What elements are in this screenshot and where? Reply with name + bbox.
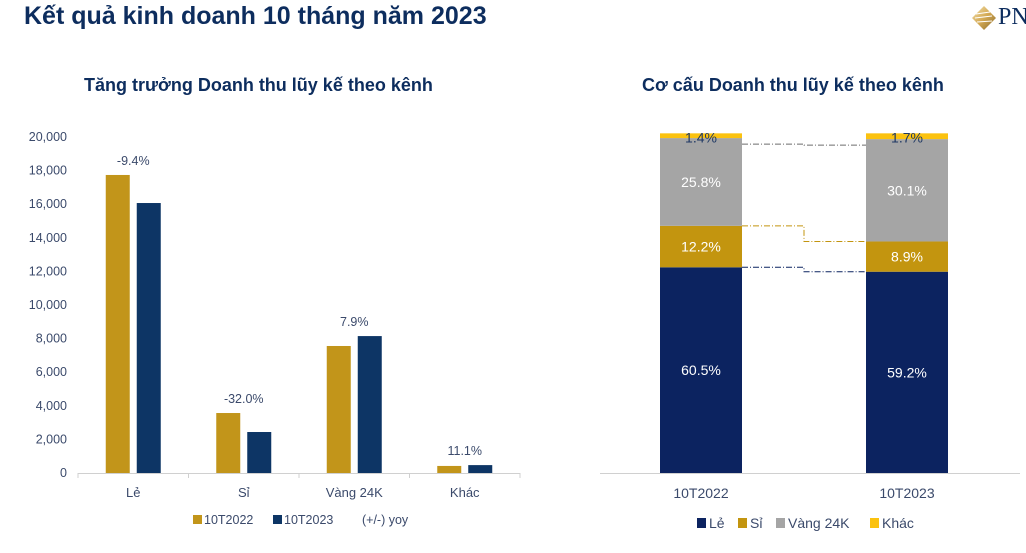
segment-label: 30.1% [887, 182, 927, 198]
stacked-legend-swatch-Sỉ [738, 518, 747, 528]
left-chart-title: Tăng trưởng Doanh thu lũy kế theo kênh [84, 75, 433, 95]
bar-10T2022-Vàng 24K [326, 345, 351, 473]
connector-line-Sỉ [742, 225, 866, 242]
stacked-segment-Vàng 24K-10T2022 [660, 138, 742, 226]
stacked-segment-Lẻ-10T2022 [660, 267, 742, 473]
diamond-logo-icon [972, 6, 996, 30]
stacked-segment-Khác-10T2023 [866, 133, 948, 140]
bar-10T2022-Sỉ [216, 413, 241, 473]
stacked-legend-swatch-Vàng 24K [776, 518, 785, 528]
stacked-segment-Sỉ-10T2022 [660, 225, 742, 268]
bar-10T2023-Vàng 24K [357, 336, 382, 473]
stacked-segment-Khác-10T2022 [660, 133, 742, 139]
y-tick-label: 10,000 [29, 298, 67, 312]
legend-label-yoy: (+/-) yoy [362, 513, 409, 527]
y-tick-label: 2,000 [36, 432, 67, 446]
page-title: Kết quả kinh doanh 10 tháng năm 2023 [24, 2, 487, 30]
right-chart-title: Cơ cấu Doanh thu lũy kế theo kênh [642, 75, 944, 95]
y-tick-label: 12,000 [29, 264, 67, 278]
connector-line-Vàng 24K [742, 143, 866, 146]
y-tick-label: 8,000 [36, 332, 67, 346]
bar-10T2023-Lẻ [136, 203, 161, 474]
yoy-annotation: -9.4% [117, 154, 150, 168]
yoy-annotation: 7.9% [340, 315, 369, 329]
segment-label: 25.8% [681, 174, 721, 190]
stacked-legend-swatch-Khác [870, 518, 879, 528]
x-category-label: Vàng 24K [326, 485, 383, 500]
y-tick-label: 4,000 [36, 399, 67, 413]
logo-text: PN [998, 4, 1026, 30]
y-tick-label: 14,000 [29, 231, 67, 245]
x-category-label: Khác [450, 485, 480, 500]
stacked-legend-label: Lẻ [709, 515, 725, 531]
bar-10T2023-Sỉ [247, 432, 272, 473]
stacked-legend-label: Khác [882, 515, 914, 531]
company-logo: PN [968, 2, 1026, 36]
y-tick-label: 20,000 [29, 130, 67, 144]
bar-10T2022-Lẻ [105, 174, 130, 473]
x-category-label: Sỉ [238, 485, 250, 500]
segment-label: 1.4% [685, 129, 717, 145]
segment-label: 12.2% [681, 239, 721, 255]
connector-line-Lẻ [742, 266, 866, 273]
segment-label: 1.7% [891, 129, 923, 145]
stacked-segment-Sỉ-10T2023 [866, 241, 948, 272]
y-tick-label: 18,000 [29, 164, 67, 178]
y-tick-label: 0 [60, 466, 67, 480]
y-tick-label: 6,000 [36, 365, 67, 379]
legend-swatch-10T2022 [193, 515, 202, 524]
stacked-legend-swatch-Lẻ [697, 518, 706, 528]
stacked-segment-Vàng 24K-10T2023 [866, 139, 948, 242]
legend-label-10T2022: 10T2022 [204, 513, 253, 527]
segment-label: 60.5% [681, 362, 721, 378]
stacked-x-category-label: 10T2023 [879, 485, 934, 501]
segment-label: 8.9% [891, 249, 923, 265]
stacked-x-category-label: 10T2022 [673, 485, 728, 501]
stacked-segment-Lẻ-10T2023 [866, 271, 948, 473]
legend-label-10T2023: 10T2023 [284, 513, 333, 527]
stacked-legend-label: Vàng 24K [788, 515, 850, 531]
segment-label: 59.2% [887, 364, 927, 380]
bar-10T2023-Khác [468, 465, 493, 473]
stacked-legend-label: Sỉ [750, 515, 763, 531]
yoy-annotation: -32.0% [224, 392, 264, 406]
yoy-annotation: 11.1% [447, 444, 482, 458]
y-tick-label: 16,000 [29, 197, 67, 211]
legend-swatch-10T2023 [273, 515, 282, 524]
bar-10T2022-Khác [437, 465, 462, 473]
x-category-label: Lẻ [126, 485, 140, 500]
